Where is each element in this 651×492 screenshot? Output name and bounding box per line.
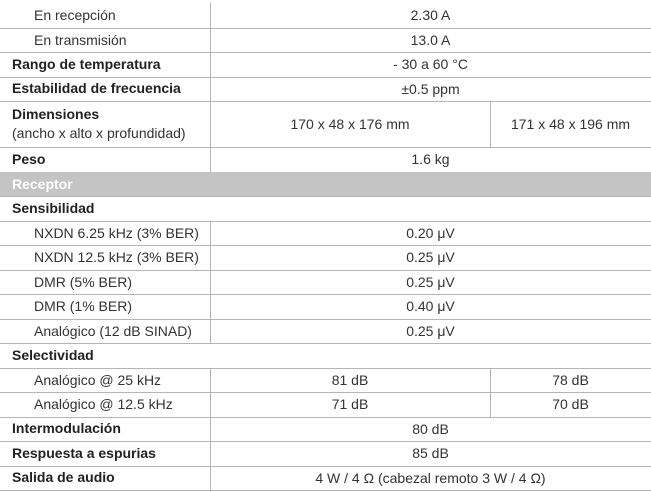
column-divider: [210, 76, 211, 101]
value-cell: 0.25 μV: [406, 273, 455, 290]
sub-label: Analógico @ 25 kHz: [34, 371, 162, 388]
row-divider: [0, 392, 651, 393]
row-divider: [0, 441, 651, 442]
value-cell: 0.40 μV: [406, 298, 455, 315]
sub-label: DMR (1% BER): [34, 298, 133, 315]
label-text: Sensibilidad: [12, 199, 95, 216]
row-divider: [0, 101, 651, 102]
value-cell: 1.6 kg: [411, 151, 450, 168]
row-divider: [0, 465, 651, 467]
row-divider: [0, 76, 651, 78]
value-cell: 85 dB: [412, 445, 449, 462]
row-label: Estabilidad de frecuencia: [12, 77, 181, 102]
column-divider: [210, 147, 211, 172]
value-cell: ±0.5 ppm: [401, 80, 460, 97]
column-divider: [210, 3, 211, 28]
value-cell: 0.25 μV: [406, 322, 455, 339]
row-label: Salida de audio: [12, 466, 115, 491]
column-divider: [210, 101, 211, 147]
value-cell: 0.20 μV: [406, 224, 455, 241]
column-divider: [210, 441, 211, 466]
column-divider: [210, 416, 211, 441]
value-cell: 0.25 μV: [406, 249, 455, 266]
column-divider: [210, 392, 211, 417]
row-divider: [0, 269, 651, 271]
column-divider: [210, 269, 211, 294]
label-text: Selectividad: [12, 346, 94, 363]
value-cell: 4 W / 4 Ω (cabezal remoto 3 W / 4 Ω): [315, 469, 546, 486]
column-divider: [210, 52, 211, 77]
row-label: Intermodulación: [12, 417, 121, 442]
column-divider: [210, 318, 211, 343]
sub-label: NXDN 6.25 kHz (3% BER): [34, 224, 199, 241]
row-divider: [0, 52, 651, 53]
sub-label: DMR (5% BER): [34, 273, 133, 290]
label-text: Salida de audio: [12, 469, 115, 486]
value-cell: 13.0 A: [410, 31, 451, 48]
value-cell: 81 dB: [331, 371, 369, 388]
label-text: Estabilidad de frecuencia: [12, 80, 181, 97]
row-divider: [0, 490, 651, 491]
value-cell: 78 dB: [552, 371, 589, 388]
column-divider: [490, 101, 491, 147]
sub-label: NXDN 12.5 kHz (3% BER): [34, 249, 199, 266]
sub-label: En transmisión: [34, 31, 127, 48]
label-text: Intermodulación: [12, 420, 121, 437]
column-divider: [210, 294, 211, 319]
column-divider: [210, 27, 211, 52]
value-cell: 171 x 48 x 196 mm: [510, 116, 631, 132]
row-divider: [0, 27, 651, 29]
label-text: Respuesta a espurias: [12, 444, 156, 461]
sub-label: En recepción: [34, 7, 116, 24]
value-cell: 2.30 A: [410, 7, 451, 24]
row-divider: [0, 220, 651, 222]
label-text: Rango de temperatura: [12, 55, 161, 72]
value-cell: - 30 a 60 °C: [393, 56, 468, 73]
row-divider: [0, 245, 651, 246]
row-divider: [0, 294, 651, 295]
row-label: Peso: [12, 147, 45, 172]
value-cell: 80 dB: [412, 420, 449, 437]
row-divider: [0, 147, 651, 148]
row-label: Respuesta a espurias: [12, 441, 156, 466]
value-cell: 70 dB: [552, 396, 589, 413]
row-divider: [0, 196, 651, 197]
label-text: Peso: [12, 150, 46, 167]
row-label: Dimensiones (ancho x alto x profundidad): [12, 101, 186, 147]
row-label: Sensibilidad: [12, 196, 94, 221]
sub-label: Analógico (12 dB SINAD): [34, 322, 192, 339]
column-divider: [210, 245, 211, 270]
row-label: Selectividad: [12, 343, 94, 368]
row-divider: [0, 416, 651, 418]
value-cell: 71 dB: [331, 396, 369, 413]
column-divider: [490, 392, 491, 417]
column-divider: [490, 367, 491, 392]
column-divider: [210, 465, 211, 490]
value-cell: 170 x 48 x 176 mm: [290, 116, 410, 132]
row-divider: [0, 343, 651, 344]
row-divider: [0, 367, 651, 369]
column-divider: [210, 367, 211, 392]
row-label: Rango de temperatura: [12, 52, 161, 77]
section-header: Receptor: [0, 171, 651, 196]
label-text: Dimensiones: [12, 106, 100, 122]
sub-label: Analógico @ 12.5 kHz: [34, 396, 173, 413]
label-note: (ancho x alto x profundidad): [12, 125, 186, 141]
column-divider: [210, 220, 211, 245]
row-divider: [0, 318, 651, 320]
